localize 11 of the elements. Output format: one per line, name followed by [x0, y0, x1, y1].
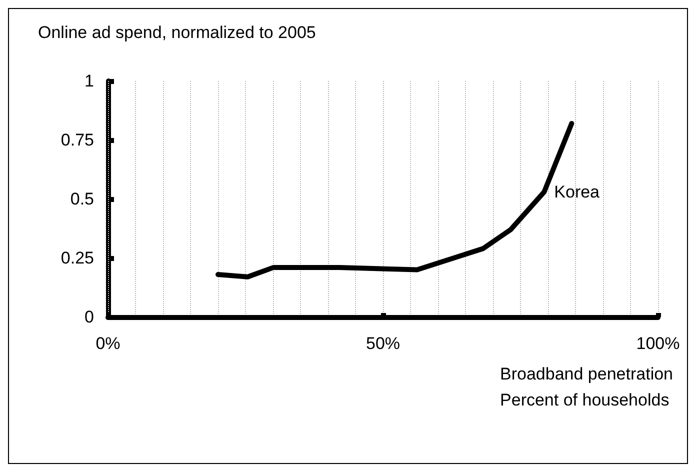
y-tick-label: 1 — [84, 72, 94, 90]
y-tick-label: 0 — [84, 308, 94, 326]
y-tick-label: 0.75 — [60, 130, 94, 150]
chart-title: Online ad spend, normalized to 2005 — [38, 23, 316, 42]
x-tick-label: 0% — [96, 334, 120, 353]
y-tick-label: 0.25 — [60, 248, 94, 268]
x-tick-label: 100% — [636, 334, 680, 353]
y-tick-label: 0.5 — [70, 190, 94, 208]
x-tick-label: 50% — [366, 334, 400, 353]
x-axis-title: Broadband penetration Percent of households — [500, 364, 674, 410]
series-label: Korea — [554, 182, 600, 202]
